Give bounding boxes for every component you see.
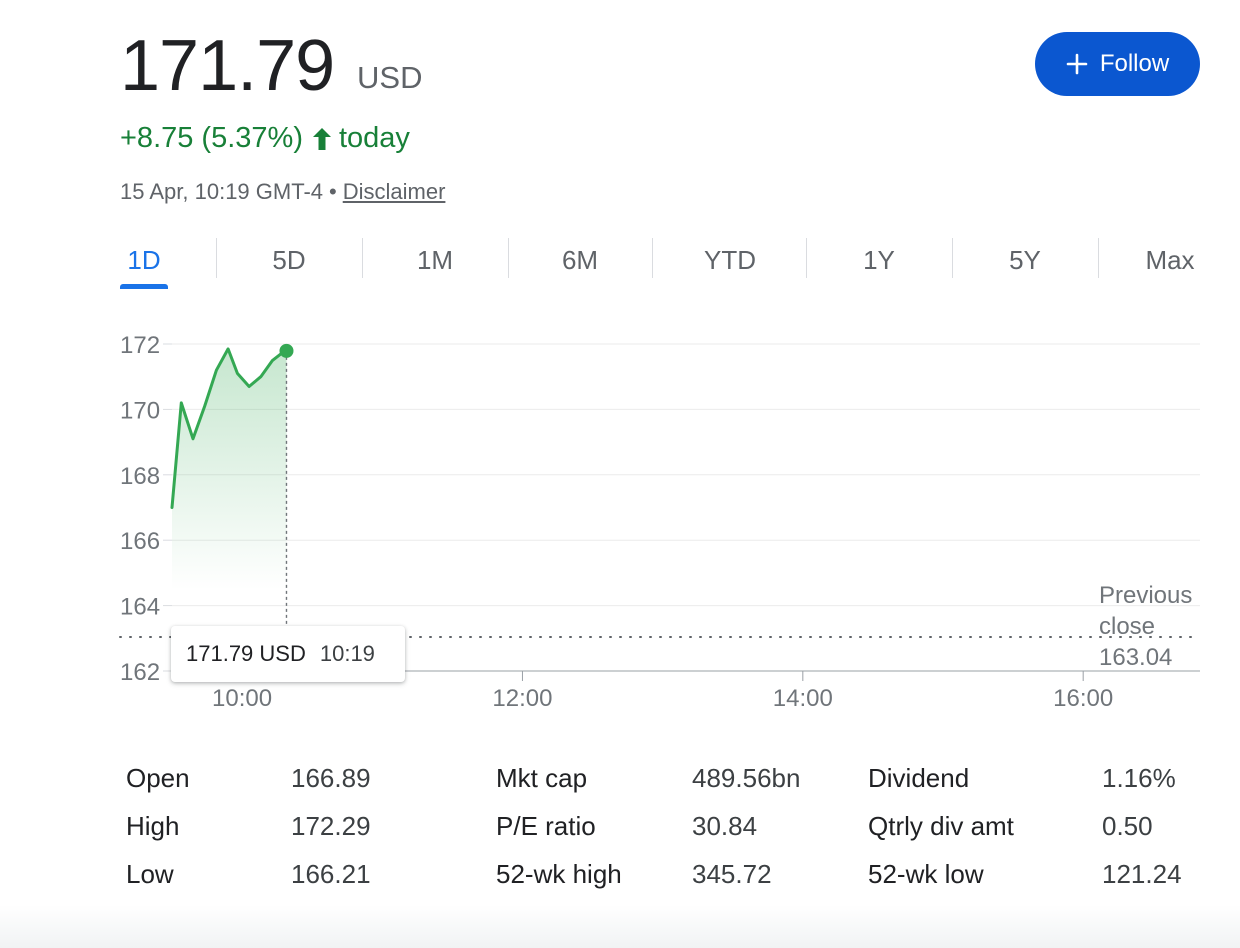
stat-label-mkt-cap: Mkt cap xyxy=(496,763,588,793)
tooltip-price: 171.79 USD xyxy=(186,641,306,666)
stat-label-qtrly-div: Qtrly div amt xyxy=(868,811,1014,841)
x-tick-label: 10:00 xyxy=(212,685,272,712)
chart-tooltip: 171.79 USD 10:19 xyxy=(171,626,405,682)
tab-divider xyxy=(362,238,363,278)
stat-value-open: 166.89 xyxy=(291,763,371,793)
stat-value-low: 166.21 xyxy=(291,859,371,889)
follow-button-label: Follow xyxy=(1099,50,1170,77)
tab-divider xyxy=(216,238,217,278)
quote-timestamp-line: 15 Apr, 10:19 GMT-4 • Disclaimer xyxy=(120,178,445,206)
x-tick-label: 12:00 xyxy=(492,685,552,712)
x-tick-label: 14:00 xyxy=(773,685,833,712)
tab-divider xyxy=(952,238,953,278)
y-tick-label: 166 xyxy=(120,528,160,555)
previous-close-word-2: close xyxy=(1099,613,1156,640)
arrow-up-icon xyxy=(311,125,333,151)
y-tick-label: 162 xyxy=(120,659,160,686)
price-chart[interactable]: 162 164 166 168 170 172 10:00 12:00 14:00 16:00 xyxy=(0,320,1240,720)
tab-5y[interactable]: 5Y xyxy=(1009,245,1041,275)
stat-value-pe-ratio: 30.84 xyxy=(692,811,758,841)
stat-value-qtrly-div: 0.50 xyxy=(1102,811,1153,841)
stat-label-open: Open xyxy=(126,763,190,793)
price-line xyxy=(170,347,288,509)
disclaimer-link[interactable]: Disclaimer xyxy=(342,179,446,204)
stat-label-dividend: Dividend xyxy=(868,763,970,793)
stat-label-52wk-low: 52-wk low xyxy=(868,859,984,889)
stat-label-pe-ratio: P/E ratio xyxy=(496,811,596,841)
stat-label-high: High xyxy=(126,811,180,841)
stat-value-mkt-cap: 489.56bn xyxy=(692,763,801,793)
price-value: 171.79 xyxy=(120,26,335,106)
y-tick-label: 172 xyxy=(120,332,160,359)
stat-value-dividend: 1.16% xyxy=(1102,763,1176,793)
y-tick-label: 168 xyxy=(120,463,160,490)
price-change-value: +8.75 (5.37%) xyxy=(120,122,303,154)
previous-close-label: Previous close 163.04 xyxy=(1099,580,1192,673)
price-change: +8.75 (5.37%) today xyxy=(120,120,410,156)
tab-1d[interactable]: 1D xyxy=(127,245,161,275)
tab-6m[interactable]: 6M xyxy=(561,245,599,275)
tab-5d[interactable]: 5D xyxy=(272,245,306,275)
bottom-fade xyxy=(0,905,1240,948)
stat-value-52wk-high: 345.72 xyxy=(692,859,772,889)
active-tab-indicator xyxy=(120,284,168,289)
tab-divider xyxy=(652,238,653,278)
time-range-tabs: 1D 5D 1M 6M YTD 1Y 5Y Max xyxy=(120,236,1200,292)
tab-divider xyxy=(1098,238,1099,278)
previous-close-value: 163.04 xyxy=(1099,644,1173,671)
tab-max[interactable]: Max xyxy=(1145,245,1195,275)
current-price-dot xyxy=(279,343,294,358)
x-tick-label: 16:00 xyxy=(1053,685,1113,712)
price-area xyxy=(172,348,287,590)
stat-label-52wk-high: 52-wk high xyxy=(496,859,622,889)
tab-divider xyxy=(508,238,509,278)
tab-1m[interactable]: 1M xyxy=(416,245,454,275)
follow-button[interactable]: Follow xyxy=(1035,32,1200,96)
tooltip-time: 10:19 xyxy=(319,641,375,666)
separator-dot: • xyxy=(329,179,337,204)
tab-divider xyxy=(806,238,807,278)
stat-value-52wk-low: 121.24 xyxy=(1102,859,1182,889)
price-chart-svg: 162 164 166 168 170 172 10:00 12:00 14:00 16:00 xyxy=(119,332,1201,712)
stat-value-high: 172.29 xyxy=(291,811,371,841)
plus-icon xyxy=(1066,53,1088,75)
y-tick-label: 164 xyxy=(120,594,160,621)
quote-timestamp: 15 Apr, 10:19 GMT-4 xyxy=(120,179,324,204)
y-tick-label: 170 xyxy=(120,397,160,424)
tab-1y[interactable]: 1Y xyxy=(863,245,895,275)
previous-close-word-1: Previous xyxy=(1099,582,1193,609)
stat-label-low: Low xyxy=(126,859,174,889)
price-change-suffix: today xyxy=(338,122,410,154)
price-currency: USD xyxy=(357,60,423,95)
tab-ytd[interactable]: YTD xyxy=(704,245,756,275)
